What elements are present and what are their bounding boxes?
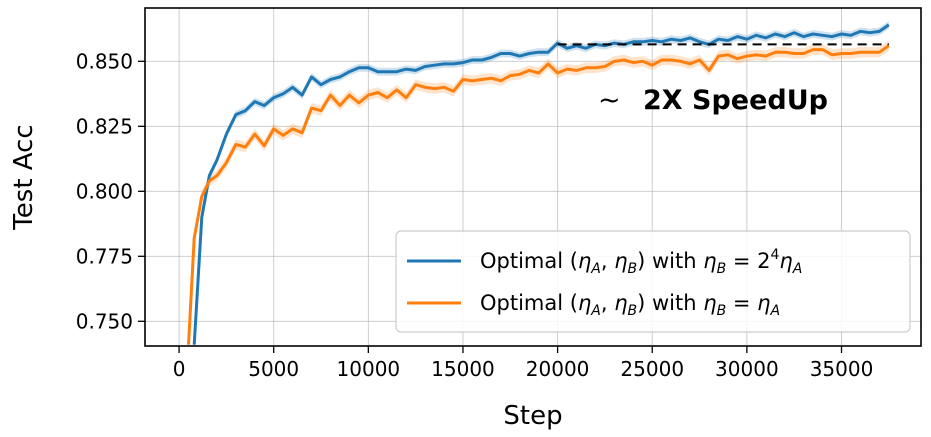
axis-ticks: 0 5000 10000 15000 20000 25000 30000 35000 0.750… — [76, 49, 874, 381]
x-tick-label: 25000 — [620, 357, 684, 381]
x-tick-label: 35000 — [810, 357, 874, 381]
y-tick-label: 0.750 — [76, 309, 133, 333]
x-tick-label: 5000 — [248, 357, 299, 381]
series-2-line — [187, 44, 890, 345]
legend: Optimal (ηA, ηB) with ηB = 24ηA Optimal … — [395, 230, 911, 333]
y-tick-label: 0.800 — [76, 179, 133, 203]
legend-box — [395, 230, 911, 333]
y-tick-label: 0.850 — [76, 49, 133, 73]
annotation: ~ 2X SpeedUp — [557, 43, 889, 116]
series-lines — [187, 23, 890, 345]
speedup-label: 2X SpeedUp — [643, 85, 828, 116]
series-1-line — [192, 23, 890, 345]
y-tick-label: 0.775 — [76, 244, 133, 268]
x-tick-label: 0 — [173, 357, 186, 381]
y-axis-title: Test Acc — [9, 124, 39, 230]
legend-label-series-2: Optimal (ηA, ηB) with ηB = ηA — [480, 291, 780, 319]
x-tick-label: 30000 — [715, 357, 779, 381]
x-axis-title: Step — [503, 401, 562, 431]
x-tick-label: 20000 — [526, 357, 590, 381]
x-tick-label: 15000 — [431, 357, 495, 381]
plot-frame — [144, 7, 922, 347]
speedup-tilde: ~ — [598, 85, 621, 116]
y-tick-label: 0.825 — [76, 114, 133, 138]
legend-label-series-1: Optimal (ηA, ηB) with ηB = 24ηA — [480, 247, 802, 277]
x-tick-label: 10000 — [337, 357, 401, 381]
